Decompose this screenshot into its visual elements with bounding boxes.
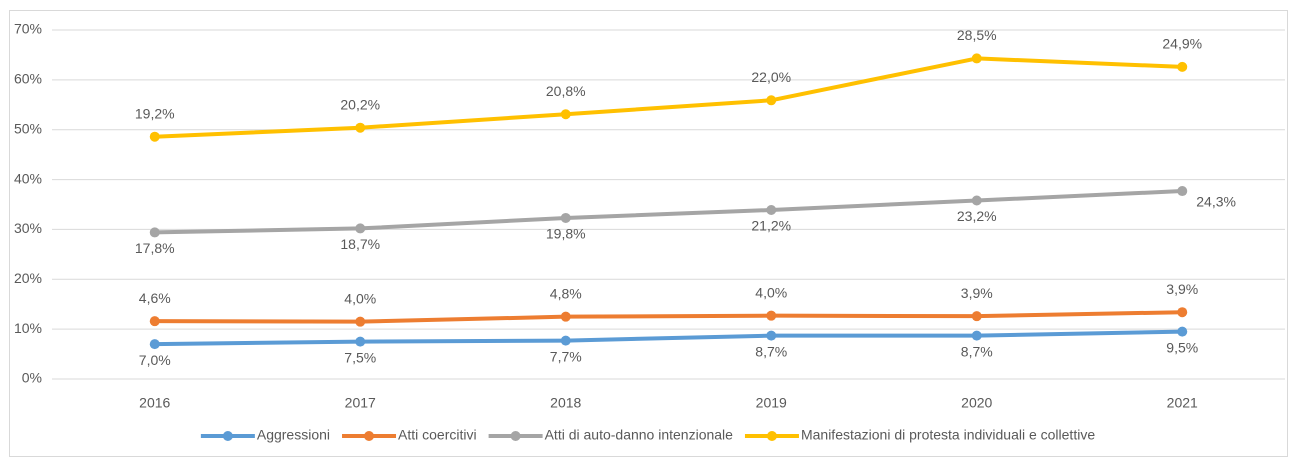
data-point (971, 195, 982, 206)
x-tick-label: 2016 (139, 395, 170, 411)
data-point (766, 95, 777, 106)
data-label: 9,5% (1166, 339, 1198, 355)
x-tick-label: 2021 (1167, 395, 1198, 411)
data-point (971, 330, 982, 341)
series-line (154, 56, 1183, 139)
data-point (766, 310, 777, 321)
data-point (149, 131, 160, 142)
legend-marker (222, 431, 233, 441)
data-label: 4,8% (550, 285, 582, 301)
x-tick-label: 2017 (345, 395, 376, 411)
y-tick-label: 70% (14, 21, 42, 37)
data-point (1177, 186, 1188, 197)
data-label: 21,2% (751, 218, 791, 234)
legend-item: Atti coercitivi (342, 427, 477, 443)
data-label: 7,5% (344, 349, 376, 365)
y-tick-label: 10% (14, 320, 42, 336)
data-label: 20,8% (546, 83, 586, 99)
data-point (971, 311, 982, 322)
legend-label: Aggressioni (257, 427, 330, 443)
data-label: 22,0% (751, 69, 791, 85)
data-label: 28,5% (957, 27, 997, 43)
y-tick-label: 40% (14, 170, 42, 186)
legend-marker (364, 431, 375, 441)
legend-marker (510, 431, 521, 441)
data-point (149, 316, 160, 327)
data-label: 3,9% (1166, 281, 1198, 297)
legend-item: Manifestazioni di protesta individuali e… (744, 427, 1095, 443)
data-label: 18,7% (340, 236, 380, 252)
chart-border (9, 10, 1288, 457)
data-point (560, 311, 571, 322)
data-point (1177, 61, 1188, 72)
data-point (766, 330, 777, 341)
x-tick-label: 2018 (550, 395, 581, 411)
data-point (355, 336, 366, 347)
legend-item: Atti di auto-danno intenzionale (488, 427, 734, 443)
data-label: 8,7% (961, 343, 993, 359)
data-label: 4,0% (344, 290, 376, 306)
series-line (154, 310, 1183, 324)
x-tick-label: 2020 (961, 395, 992, 411)
legend-label: Atti coercitivi (398, 427, 477, 443)
data-label: 8,7% (755, 343, 787, 359)
legend-label: Manifestazioni di protesta individuali e… (801, 427, 1095, 443)
data-label: 7,0% (139, 352, 171, 368)
data-point (560, 335, 571, 346)
y-tick-label: 60% (14, 71, 42, 87)
series-line (154, 329, 1183, 347)
data-label: 3,9% (961, 285, 993, 301)
y-tick-label: 30% (14, 220, 42, 236)
data-label: 4,0% (755, 284, 787, 300)
data-label: 19,8% (546, 226, 586, 242)
data-point (149, 227, 160, 238)
data-label: 4,6% (139, 290, 171, 306)
data-label: 7,7% (550, 348, 582, 364)
data-point (560, 109, 571, 120)
data-point (355, 223, 366, 234)
data-point (1177, 326, 1188, 337)
data-point (355, 122, 366, 133)
data-point (560, 212, 571, 223)
series-line (154, 189, 1183, 235)
data-point (355, 316, 366, 327)
data-point (766, 204, 777, 215)
legend-marker (766, 431, 777, 441)
data-label: 19,2% (135, 105, 175, 121)
data-label: 24,9% (1162, 36, 1202, 52)
x-tick-label: 2019 (756, 395, 787, 411)
data-label: 20,2% (340, 96, 380, 112)
data-label: 24,3% (1196, 194, 1236, 210)
y-tick-label: 20% (14, 270, 42, 286)
data-label: 23,2% (957, 208, 997, 224)
y-tick-label: 0% (22, 370, 42, 386)
data-point (971, 53, 982, 64)
legend-label: Atti di auto-danno intenzionale (545, 427, 734, 443)
data-point (1177, 307, 1188, 318)
data-label: 17,8% (135, 240, 175, 256)
y-tick-label: 50% (14, 120, 42, 136)
legend-item: Aggressioni (200, 427, 330, 443)
data-point (149, 339, 160, 350)
